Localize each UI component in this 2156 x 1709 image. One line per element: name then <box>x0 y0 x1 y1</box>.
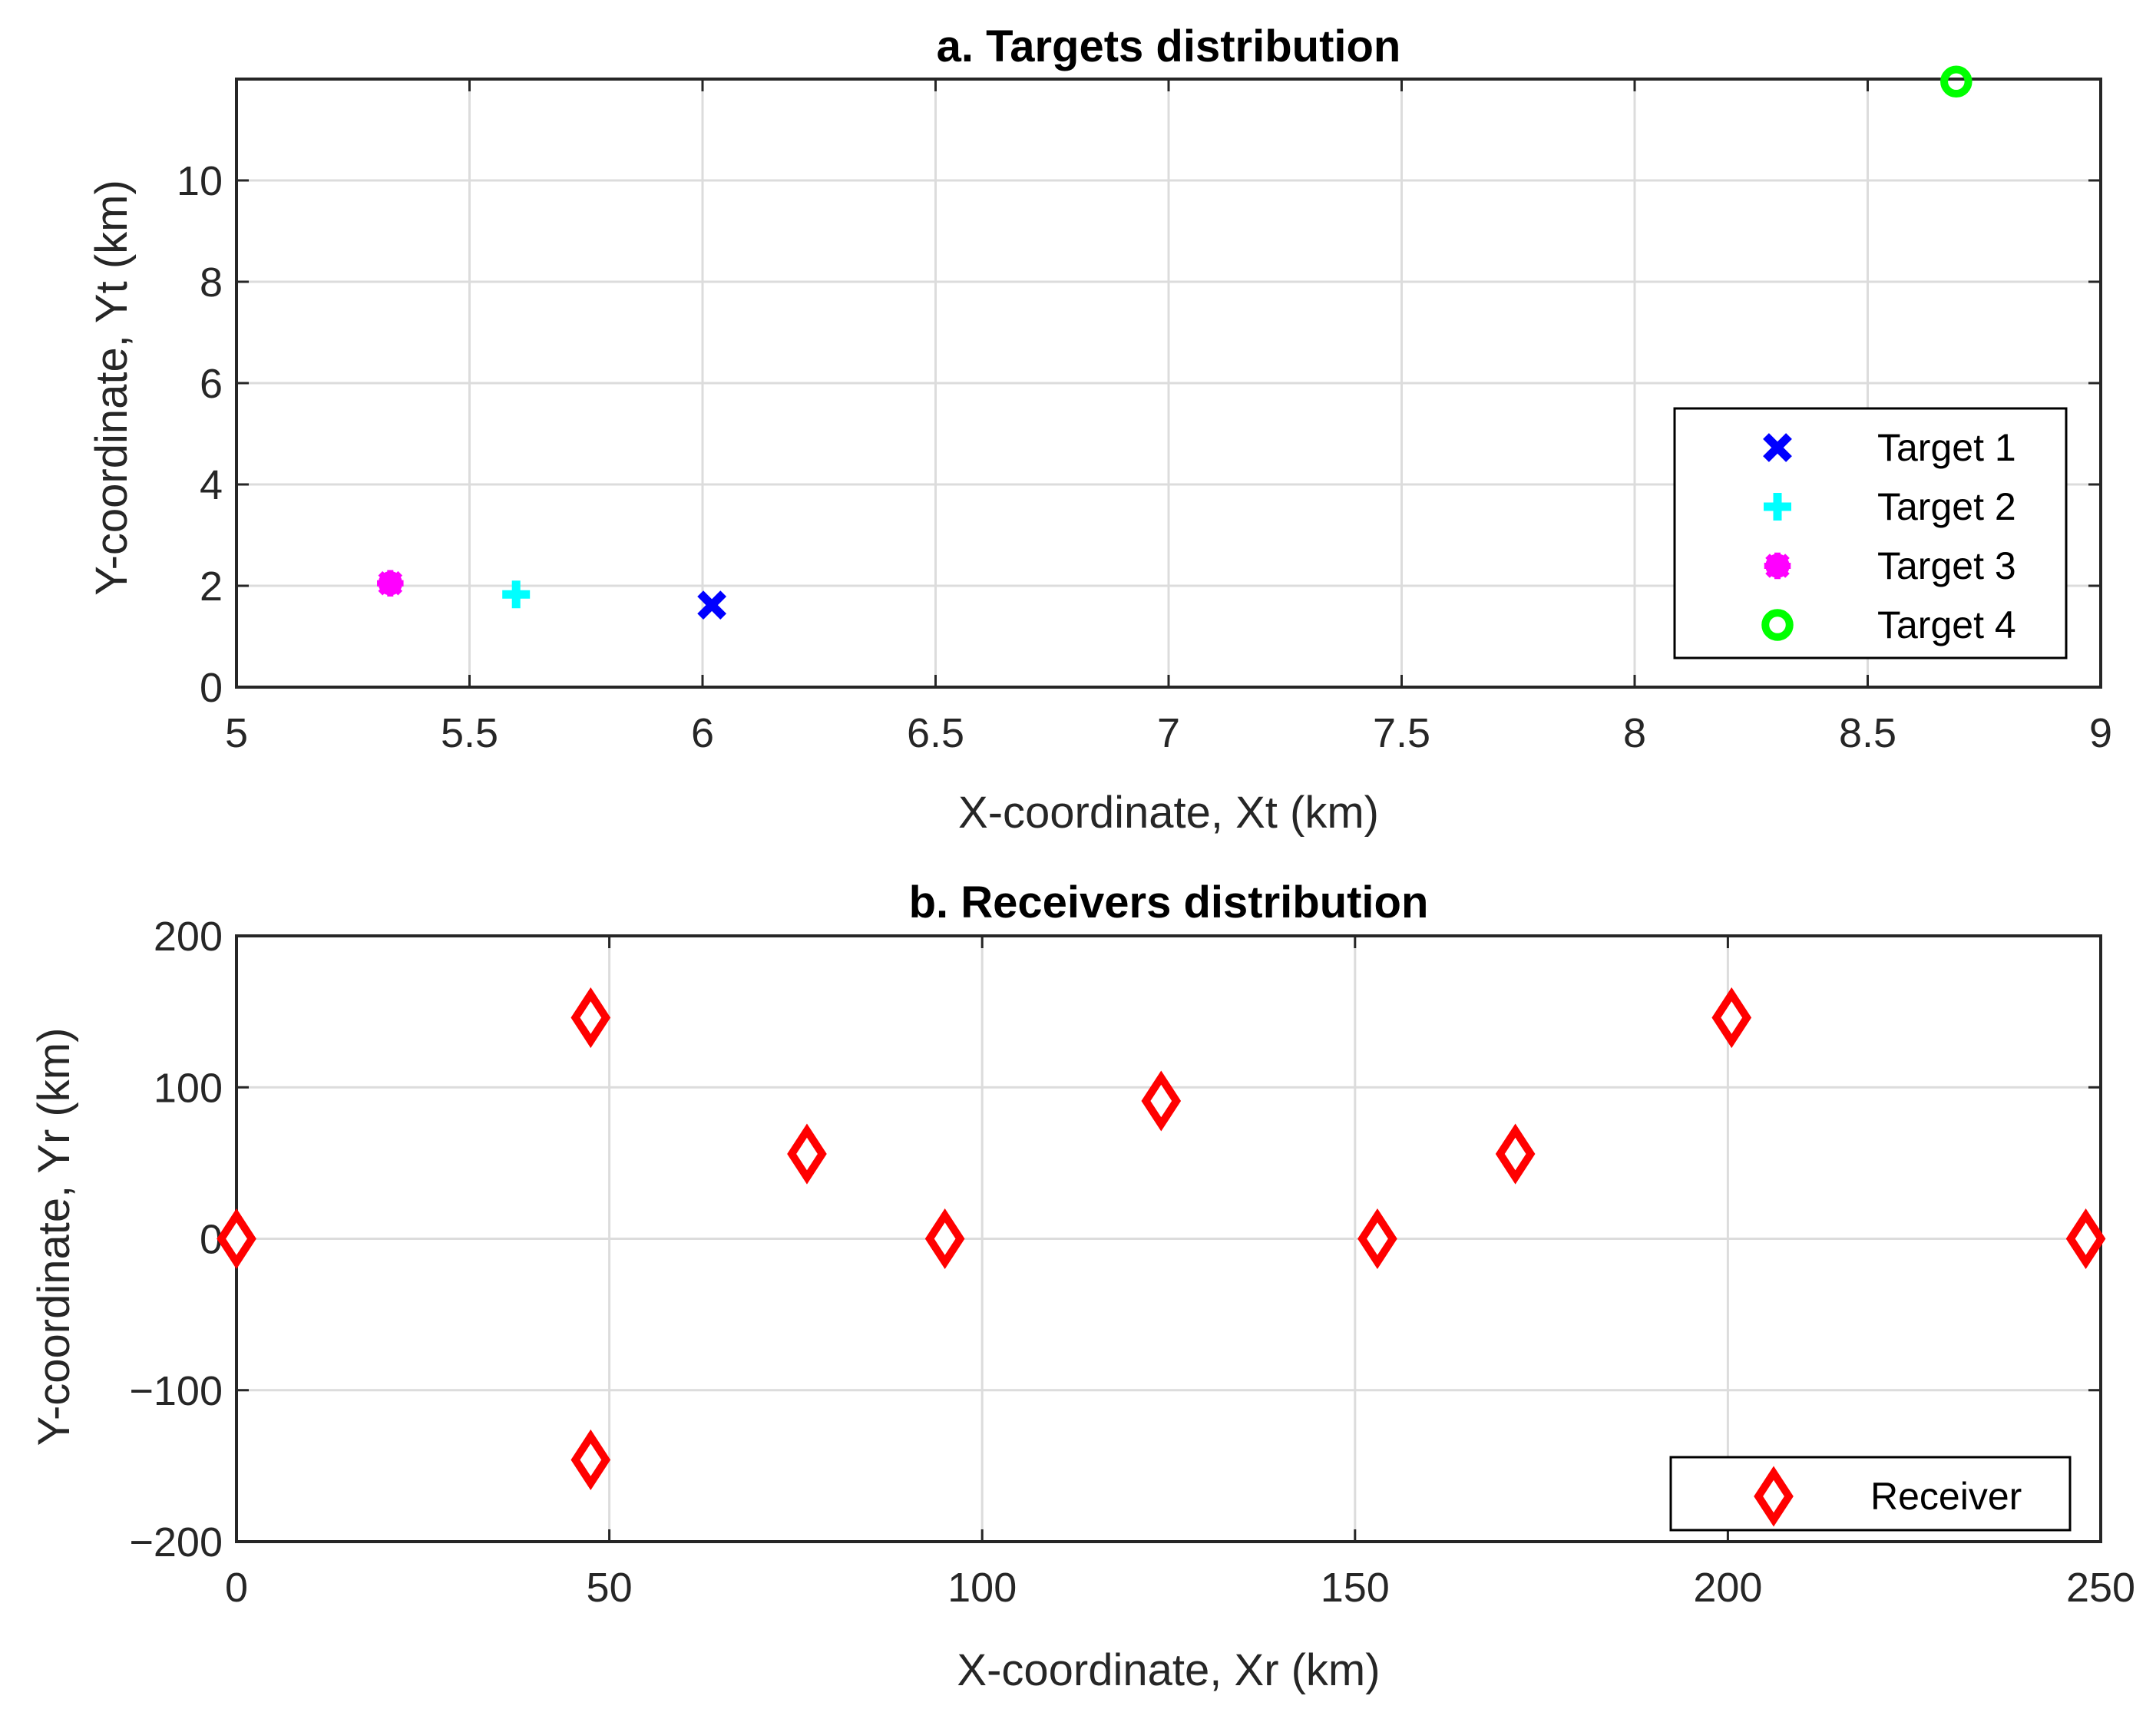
receivers-point-receiver <box>570 987 611 1049</box>
targets-x-axis-label: X-coordinate, Xt (km) <box>958 788 1379 838</box>
receivers-point-receiver <box>924 1208 965 1270</box>
targets-y-tick-label: 2 <box>200 564 223 610</box>
receivers-y-tick-label: −200 <box>129 1519 223 1565</box>
receivers-point-receiver <box>2065 1208 2106 1270</box>
targets-legend-label: Target 2 <box>1877 485 2016 528</box>
targets-x-tick-label: 5.5 <box>441 710 498 756</box>
targets-legend-marker-4 <box>1761 609 1794 641</box>
receivers-x-tick-label: 100 <box>947 1565 1017 1611</box>
targets-y-tick-label: 0 <box>200 665 223 711</box>
receivers-y-tick-label: 100 <box>154 1065 223 1111</box>
targets-legend-marker-3 <box>1764 552 1791 580</box>
targets-point-target-2 <box>502 580 531 609</box>
targets-x-tick-label: 8.5 <box>1839 710 1896 756</box>
targets-y-tick-label: 8 <box>200 259 223 306</box>
receivers-point-receiver <box>570 1429 611 1491</box>
targets-legend: Target 1 Target 2 Target 3 Target 4 <box>1673 407 2068 659</box>
targets-y-tick-label: 4 <box>200 462 223 508</box>
receivers-legend-marker-1 <box>1754 1466 1794 1527</box>
targets-legend-label: Target 1 <box>1877 426 2016 469</box>
targets-legend-box <box>1673 407 2068 659</box>
targets-y-axis-label: Y-coordinate, Yt (km) <box>87 180 137 596</box>
receivers-point-receiver <box>1357 1208 1397 1270</box>
targets-point-target-3 <box>377 570 404 597</box>
receivers-x-tick-label: 250 <box>2066 1565 2135 1611</box>
targets-panel: 5 5.5 6 6.5 7 7.5 8 8.5 9 0 2 4 6 8 10 a. Targets dist… <box>87 21 2112 838</box>
targets-legend-marker-1 <box>1763 433 1792 462</box>
receivers-point-receiver <box>1495 1123 1536 1185</box>
receivers-point-receiver <box>217 1208 256 1270</box>
targets-x-tick-label: 5 <box>225 710 248 756</box>
receivers-x-tick-label: 50 <box>587 1565 633 1611</box>
receivers-grid <box>235 934 2102 1543</box>
receivers-x-tick-label: 200 <box>1693 1565 1762 1611</box>
targets-y-tick-label: 6 <box>200 361 223 407</box>
receivers-legend-box <box>1669 1456 2072 1532</box>
receivers-markers <box>217 987 2106 1491</box>
targets-legend-label: Target 4 <box>1877 603 2016 646</box>
targets-legend-label: Target 3 <box>1877 544 2016 587</box>
targets-x-tick-label: 8 <box>1623 710 1646 756</box>
targets-point-target-1 <box>697 590 727 620</box>
receivers-y-tick-label: −100 <box>129 1368 223 1414</box>
targets-y-tick-label: 10 <box>177 158 223 204</box>
targets-x-tick-label: 6 <box>691 710 714 756</box>
receivers-point-receiver <box>1711 987 1752 1049</box>
receivers-legend: Receiver <box>1669 1456 2072 1532</box>
receivers-point-receiver <box>1141 1070 1182 1132</box>
receivers-legend-label: Receiver <box>1870 1475 2022 1518</box>
targets-legend-marker-2 <box>1764 493 1791 521</box>
receivers-y-tick-label: 200 <box>154 914 223 960</box>
targets-x-tick-label: 7.5 <box>1373 710 1430 756</box>
receivers-title: b. Receivers distribution <box>909 878 1429 927</box>
targets-x-tick-label: 7 <box>1157 710 1180 756</box>
targets-x-tick-label: 9 <box>2089 710 2112 756</box>
receivers-y-axis-label: Y-coordinate, Yr (km) <box>29 1028 79 1446</box>
receivers-x-tick-label: 0 <box>225 1565 248 1611</box>
receivers-x-tick-label: 150 <box>1321 1565 1390 1611</box>
targets-ticks: 5 5.5 6 6.5 7 7.5 8 8.5 9 0 2 4 6 8 10 <box>177 79 2112 756</box>
receivers-point-receiver <box>787 1123 827 1185</box>
targets-x-tick-label: 6.5 <box>907 710 964 756</box>
receivers-x-axis-label: X-coordinate, Xr (km) <box>957 1645 1380 1695</box>
targets-point-target-4 <box>1940 65 1972 98</box>
targets-title: a. Targets distribution <box>937 21 1401 71</box>
targets-markers <box>377 65 1972 620</box>
